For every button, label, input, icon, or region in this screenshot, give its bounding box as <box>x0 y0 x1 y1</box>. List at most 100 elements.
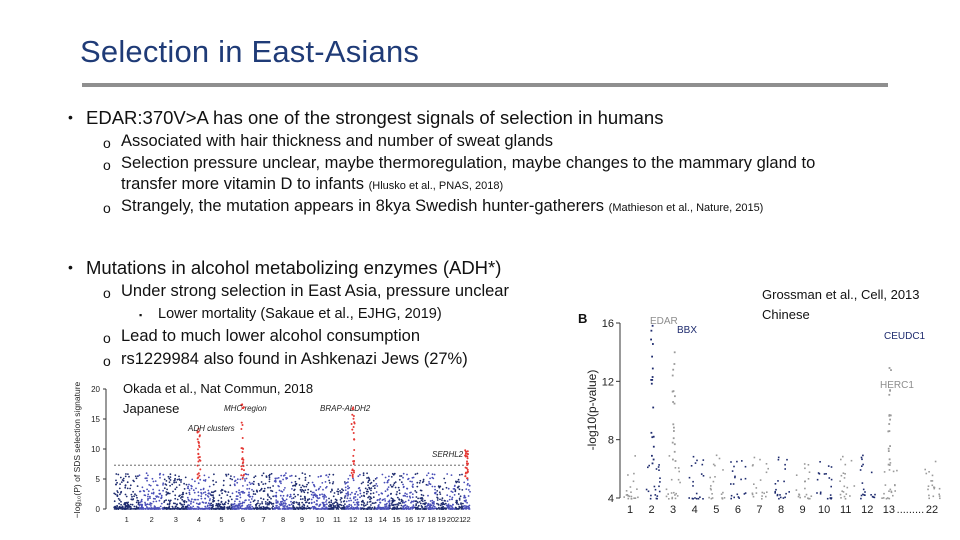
chartA-peak-point <box>352 417 355 420</box>
chartA-point <box>248 487 251 490</box>
chartA-point <box>236 481 239 484</box>
chartA-point <box>144 501 146 504</box>
chartA-point <box>350 504 353 507</box>
chartB-peak-point <box>673 363 676 365</box>
chartA-point <box>220 490 223 492</box>
chartA-point <box>285 478 288 480</box>
chartA-point <box>270 489 272 492</box>
chartB-annotation-bbx: BBX <box>677 325 697 336</box>
chartA-point <box>133 505 136 508</box>
chartA-point <box>402 472 405 475</box>
chartB-point <box>677 478 680 481</box>
chartB-point <box>931 480 934 482</box>
chartA-point <box>147 490 150 493</box>
chartA-point <box>290 474 293 477</box>
chartA-ytick-label: 15 <box>91 415 100 424</box>
chartA-point <box>429 500 432 502</box>
chartA-point <box>341 491 343 494</box>
chartA-point <box>378 499 381 501</box>
chartA-point <box>134 493 136 496</box>
chartB-point <box>925 472 928 475</box>
chartA-point <box>191 498 193 501</box>
chartA-point <box>264 508 267 510</box>
chartA-point <box>362 481 364 484</box>
chartA-point <box>332 504 335 507</box>
chartA-point <box>195 502 198 505</box>
chartA-point <box>351 491 353 494</box>
chartA-point <box>165 499 168 501</box>
chartB-point <box>744 465 747 468</box>
chartA-point <box>204 497 207 500</box>
chartA-point <box>152 507 155 509</box>
chartB-peak-point <box>672 458 674 461</box>
chartA-point <box>282 508 285 510</box>
chartA-point <box>304 496 306 499</box>
chartB-point <box>840 474 843 477</box>
chartA-point <box>139 501 142 504</box>
chartB-peak-point <box>888 423 891 425</box>
chartA-point <box>206 505 209 508</box>
chartA-point <box>441 497 444 500</box>
chartA-point <box>411 485 414 488</box>
chartB-peak-point <box>889 418 891 421</box>
chartA-point <box>436 496 438 499</box>
chartA-peak-point <box>198 434 201 437</box>
chartA-point <box>256 506 259 509</box>
chartA-point <box>331 482 334 485</box>
chartA-point <box>354 493 356 496</box>
chartA-point <box>147 474 149 477</box>
chartA-point <box>249 504 252 506</box>
chartA-point <box>348 486 351 489</box>
chartA-point <box>210 502 213 505</box>
chartA-point <box>411 508 414 510</box>
chartA-point <box>367 508 369 510</box>
chartA-point <box>382 498 385 501</box>
chartB-point <box>931 484 934 487</box>
chartA-point <box>217 499 220 502</box>
chartB-point <box>839 480 841 482</box>
chartB-point <box>829 497 832 500</box>
chartA-point <box>373 487 376 490</box>
chartA-point <box>259 506 261 509</box>
chartA-point <box>192 508 195 510</box>
chartA-point <box>202 479 205 482</box>
chartA-point <box>263 490 265 492</box>
chartA-point <box>246 488 249 490</box>
chartA-point <box>253 499 256 502</box>
chartA-point <box>378 507 380 510</box>
chartB-point <box>696 459 698 462</box>
chartA-point <box>233 476 236 478</box>
chartA-point <box>375 491 378 493</box>
chartA-point <box>266 503 269 506</box>
chartA-point <box>240 491 243 493</box>
chartA-point <box>436 508 438 510</box>
chartA-xtick-label: 2 <box>150 515 154 524</box>
chartA-point <box>275 501 278 503</box>
chartA-point <box>225 473 227 476</box>
chartA-xtick-label: 22 <box>462 515 470 524</box>
chartB-point <box>861 482 864 484</box>
bullet-dot-icon: • <box>68 109 73 125</box>
chartA-xtick-label: 1 <box>125 515 129 524</box>
chartA-point <box>332 473 335 476</box>
chartA-point <box>257 507 260 510</box>
chartA-point <box>124 506 127 508</box>
chartA-point <box>242 485 244 487</box>
chartA-point <box>344 489 347 491</box>
chartA-point <box>197 508 200 510</box>
chartA-point <box>118 487 121 490</box>
chartA-point <box>340 497 343 500</box>
chartA-point <box>400 498 403 501</box>
chartA-point <box>191 478 194 481</box>
chartA-point <box>394 481 397 483</box>
chartB-point <box>779 494 781 496</box>
chartA-point <box>223 505 226 508</box>
chartA-point <box>398 498 401 501</box>
chartB-point <box>658 464 660 466</box>
chartA-point <box>252 483 255 486</box>
chartA-point <box>154 505 156 508</box>
chartA-point <box>306 483 308 486</box>
chartA-point <box>466 505 469 508</box>
chartA-point <box>358 487 361 489</box>
chartA-xtick-label: 6 <box>241 515 245 524</box>
